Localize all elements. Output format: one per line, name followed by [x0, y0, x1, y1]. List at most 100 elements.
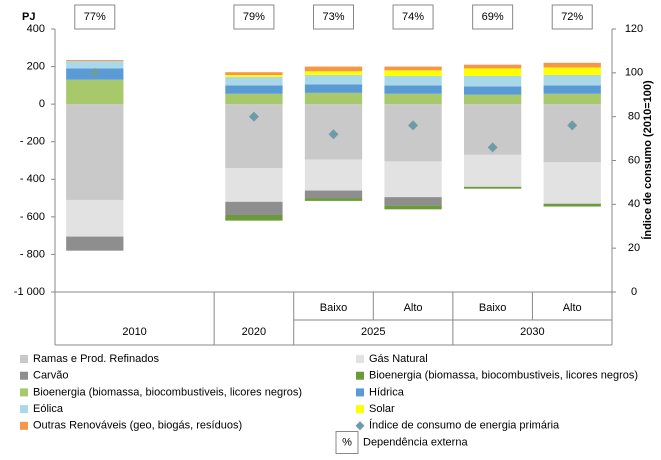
legend-label: Bioenergia (biomassa, biocombustiveis, l… — [33, 386, 302, 398]
bar-segment — [463, 86, 522, 95]
bar-segment — [384, 66, 442, 71]
bar-segment — [66, 199, 124, 237]
y-tick-label: - 400 — [20, 173, 45, 185]
bar-segment — [304, 92, 363, 105]
bar-segment — [384, 85, 442, 94]
index-marker — [408, 120, 419, 131]
legend-swatch — [20, 355, 28, 363]
dependence-label: 77% — [84, 11, 106, 23]
bar-segment — [66, 60, 124, 69]
y2-tick-label: 20 — [628, 242, 640, 254]
dependence-box — [472, 4, 514, 30]
bar-segment — [463, 186, 522, 189]
y2-tick-label: 100 — [625, 67, 643, 79]
bar-segment — [543, 67, 601, 76]
bar-segment — [225, 168, 283, 202]
bar-segment — [66, 59, 124, 61]
y2-axis-title: Índice de consumo (2010=100) — [641, 80, 654, 240]
bar-segment — [225, 214, 283, 221]
dependence-box — [392, 4, 434, 30]
bar-segment — [384, 104, 442, 162]
bar-segment — [304, 66, 363, 72]
bar-segment — [225, 75, 283, 77]
legend-label: Gás Natural — [369, 353, 428, 365]
bar-segment — [225, 85, 283, 94]
dependence-box — [233, 4, 275, 30]
bar-segment — [304, 159, 363, 191]
bar-segment — [384, 205, 442, 210]
bar-segment — [384, 93, 442, 105]
legend-swatch — [20, 421, 28, 430]
x-group-label: 2025 — [361, 326, 385, 338]
y-tick-label: 400 — [27, 23, 45, 35]
y-axis-title: PJ — [22, 11, 35, 23]
index-marker — [567, 120, 578, 131]
bar-segment — [543, 203, 601, 207]
legend-swatch — [356, 388, 364, 397]
legend-swatch — [20, 388, 28, 397]
bar-segment — [463, 154, 522, 187]
bar-segment — [543, 93, 601, 105]
bar-segment — [384, 75, 442, 86]
legend-swatch — [20, 405, 28, 414]
bar-segment — [463, 75, 522, 87]
bar-segment — [463, 64, 522, 69]
dependence-label: 73% — [322, 11, 344, 23]
index-marker — [487, 142, 498, 153]
bar-segment — [543, 62, 601, 68]
x-tick-label: Alto — [404, 302, 423, 314]
index-marker — [89, 67, 100, 78]
bar-segment — [384, 161, 442, 198]
bar-segment — [543, 75, 601, 86]
bar-segment — [304, 198, 363, 201]
y-tick-label: 0 — [39, 98, 45, 110]
bar-segment — [66, 104, 124, 200]
x-tick-label: Baixo — [479, 302, 507, 314]
bar-segment — [304, 71, 363, 76]
bar-segment — [543, 85, 601, 94]
legend-swatch — [356, 405, 364, 414]
dependence-box — [313, 4, 354, 30]
bar-segment — [66, 79, 124, 105]
legend-label: Ramas e Prod. Refinados — [33, 353, 159, 365]
y-tick-label: 200 — [27, 60, 45, 72]
bar-segment — [66, 236, 124, 251]
y2-tick-label: 60 — [628, 154, 640, 166]
x-group-label: 2010 — [122, 326, 146, 338]
dependence-box — [74, 4, 116, 30]
bar-segment — [225, 72, 283, 76]
legend-symbol: % — [342, 436, 352, 448]
bar-segment — [543, 162, 601, 204]
y2-tick-label: 40 — [628, 198, 640, 210]
bar-segment — [463, 94, 522, 105]
index-marker — [328, 129, 339, 140]
legend-label: Bioenergia (biomassa, biocombustiveis, l… — [369, 370, 638, 382]
legend-label: Solar — [369, 403, 395, 415]
y-tick-label: - 800 — [20, 248, 45, 260]
bar-segment — [384, 70, 442, 76]
bar-segment — [384, 197, 442, 206]
bar-segment — [304, 75, 363, 85]
legend-label: Outras Renováveis (geo, biogás, resíduos… — [33, 420, 242, 432]
bar-segment — [225, 76, 283, 86]
bar-segment — [463, 68, 522, 76]
legend-swatch — [356, 355, 364, 363]
x-group-label: 2030 — [520, 326, 544, 338]
x-tick-label: Alto — [563, 302, 582, 314]
legend-label: Carvão — [33, 370, 68, 382]
dependence-label: 79% — [243, 11, 265, 23]
dependence-label: 69% — [482, 11, 504, 23]
legend-label: Hídrica — [369, 386, 405, 398]
legend-marker — [355, 421, 365, 431]
legend-swatch — [356, 371, 364, 380]
y-tick-label: - 200 — [20, 136, 45, 148]
bar-segment — [225, 93, 283, 105]
legend-box — [335, 431, 359, 454]
legend-label: Eólica — [33, 403, 64, 415]
dependence-box — [551, 4, 593, 30]
dependence-label: 72% — [561, 11, 583, 23]
bar-segment — [225, 201, 283, 215]
y-tick-label: - 600 — [20, 211, 45, 223]
legend-label: Dependência externa — [363, 436, 468, 448]
